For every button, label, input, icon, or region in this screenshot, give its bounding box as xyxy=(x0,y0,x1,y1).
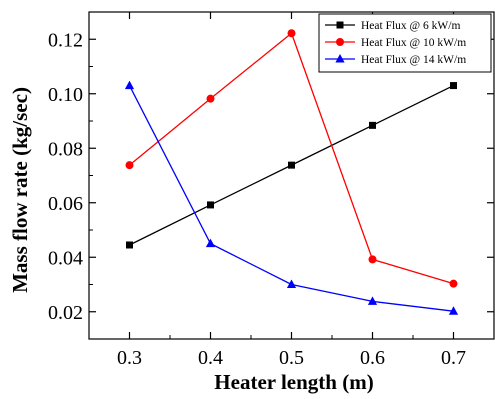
y-tick-label: 0.12 xyxy=(48,29,83,51)
x-tick-label: 0.3 xyxy=(117,347,142,369)
legend-label: Heat Flux @ 6 kW/m xyxy=(361,20,460,32)
x-tick-label: 0.7 xyxy=(441,347,466,369)
legend-label: Heat Flux @ 10 kW/m xyxy=(361,37,466,49)
data-point xyxy=(368,255,377,264)
legend-item: Heat Flux @ 10 kW/m xyxy=(325,37,466,49)
data-point xyxy=(450,82,457,90)
series-2 xyxy=(125,29,458,288)
data-point xyxy=(207,201,214,209)
y-tick-label: 0.04 xyxy=(48,247,83,269)
data-point xyxy=(124,80,135,90)
axes: 0.3 0.4 0.5 0.6 0.7 0.02 0.04 0.06 0.08 0.10 0.12 xyxy=(48,11,495,369)
x-axis-title: Heater length (m) xyxy=(214,370,373,394)
y-tick-label: 0.08 xyxy=(48,138,83,160)
data-point xyxy=(126,241,133,249)
data-point xyxy=(288,161,295,169)
legend: Heat Flux @ 6 kW/m Heat Flux @ 10 kW/m Hea… xyxy=(318,13,492,73)
legend-label: Heat Flux @ 14 kW/m xyxy=(361,54,466,66)
data-point xyxy=(448,306,459,315)
x-tick-label: 0.6 xyxy=(360,347,385,369)
legend-marker xyxy=(335,54,345,63)
y-axis-title: Mass flow rate (kg/sec) xyxy=(8,87,32,293)
legend-marker xyxy=(336,21,344,29)
legend-item: Heat Flux @ 6 kW/m xyxy=(325,20,460,32)
data-point xyxy=(287,29,296,38)
y-tick-label: 0.06 xyxy=(48,193,83,215)
data-point xyxy=(369,121,376,129)
legend-box xyxy=(318,13,492,73)
series-line xyxy=(128,85,454,312)
data-point xyxy=(367,296,378,305)
data-point xyxy=(449,279,458,288)
series-1 xyxy=(126,82,457,249)
legend-marker xyxy=(336,38,344,46)
data-point xyxy=(206,94,215,103)
x-tick-label: 0.5 xyxy=(279,347,304,369)
series-layer xyxy=(124,29,459,315)
y-tick-label: 0.10 xyxy=(48,84,83,106)
legend-item: Heat Flux @ 14 kW/m xyxy=(325,54,466,66)
y-tick-label: 0.02 xyxy=(48,302,83,324)
series-3 xyxy=(124,80,459,315)
data-point xyxy=(125,161,134,170)
x-tick-label: 0.4 xyxy=(198,347,223,369)
data-point xyxy=(286,279,297,288)
data-point xyxy=(205,238,216,248)
